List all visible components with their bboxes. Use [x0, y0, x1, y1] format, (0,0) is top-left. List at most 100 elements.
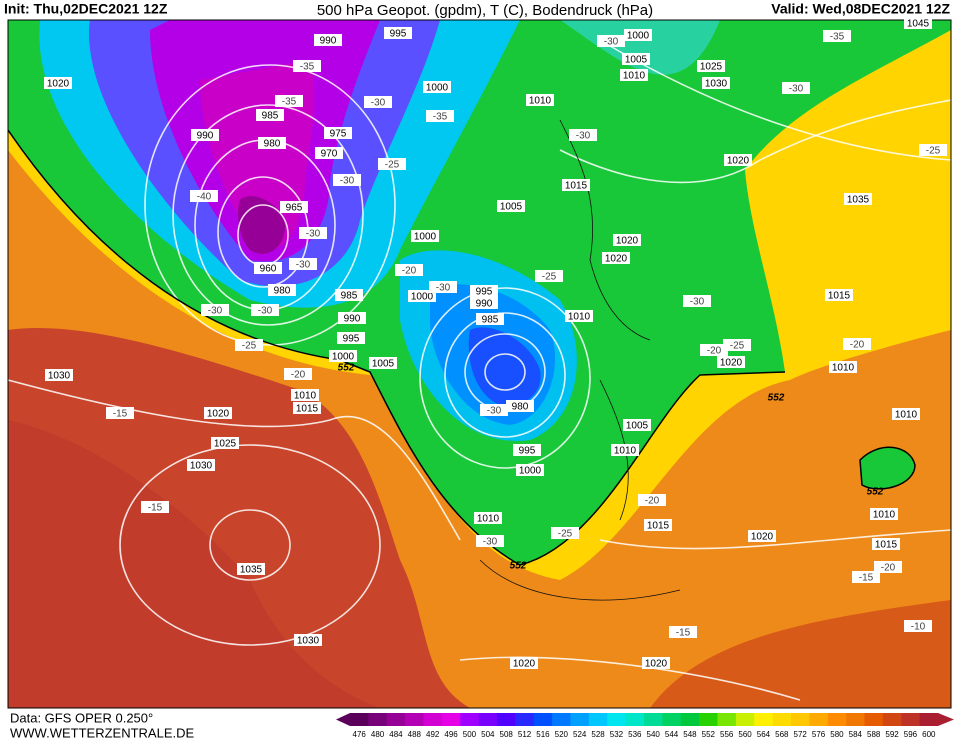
isobar-label-box	[293, 402, 321, 414]
colorbar-swatch	[699, 713, 718, 726]
temperature-label: -25	[558, 529, 573, 540]
isobar-label-box	[872, 538, 900, 550]
isobar-label: 1020	[751, 532, 774, 543]
colorbar-swatch	[791, 713, 810, 726]
isobar-label-box	[611, 444, 639, 456]
isobar-label-box	[624, 29, 652, 41]
temperature-label-box	[782, 82, 810, 94]
colorbar-swatch	[735, 713, 755, 726]
isobar-label: 1045	[907, 19, 930, 30]
isobar-label: 1005	[625, 55, 648, 66]
temperature-label-box	[904, 620, 932, 632]
isobar-label: 985	[482, 315, 499, 326]
isobar-label-box	[829, 361, 857, 373]
colorbar-tick-label: 556	[720, 730, 734, 739]
temperature-label-box	[683, 295, 711, 307]
isobar-label-box	[623, 419, 651, 431]
colorbar-tick-label: 552	[702, 730, 716, 739]
map-field	[8, 20, 951, 708]
isobar-label: 1015	[875, 540, 898, 551]
isobar-label-box	[642, 657, 670, 669]
isobar-label: 1010	[477, 514, 500, 525]
colorbar-tick-label: 568	[775, 730, 789, 739]
temperature-label-box	[190, 190, 218, 202]
isobar-label: 1010	[614, 446, 637, 457]
isobar-label-box	[256, 109, 284, 121]
isobar-label-box	[329, 350, 357, 362]
temperature-label: -20	[881, 563, 896, 574]
isobar-label-box	[717, 356, 745, 368]
isobar-label-box	[892, 408, 920, 420]
temperature-label-box	[289, 258, 317, 270]
isobar-label: 1000	[426, 83, 449, 94]
colorbar-tick-label: 520	[555, 730, 569, 739]
colorbar-tick-label: 488	[408, 730, 422, 739]
colorbar-swatch	[662, 713, 682, 726]
colorbar-tick-label: 548	[683, 730, 697, 739]
isobar-label: 1000	[411, 292, 434, 303]
temperature-label-box	[235, 339, 263, 351]
colorbar-tick-label: 532	[610, 730, 624, 739]
colorbar-swatch	[607, 713, 627, 726]
isobar-label-box	[254, 262, 282, 274]
temperature-label-box	[597, 35, 625, 47]
temperature-label: -40	[197, 192, 212, 203]
isobar-label: 1005	[500, 202, 523, 213]
isobar-label: 1000	[519, 466, 542, 477]
isobar-label: 980	[274, 286, 291, 297]
isobar-label-box	[697, 60, 725, 72]
colorbar-swatch	[441, 713, 461, 726]
colorbar-tick-label: 524	[573, 730, 587, 739]
isobar-label-box	[338, 312, 366, 324]
colorbar-swatch	[772, 713, 792, 726]
isobar-label-box	[187, 459, 215, 471]
colorbar-tick-label: 512	[518, 730, 532, 739]
temperature-label: -15	[148, 503, 163, 514]
colorbar-swatch	[405, 713, 424, 726]
temperature-label: -30	[690, 297, 705, 308]
isobar-label: 1000	[332, 352, 355, 363]
temperature-label-box	[874, 561, 902, 573]
temperature-label: -20	[850, 340, 865, 351]
colorbar-swatch	[901, 713, 921, 726]
isobar-label: 1015	[296, 404, 319, 415]
colorbar-tick-label: 496	[444, 730, 458, 739]
temperature-label: -30	[789, 84, 804, 95]
isobar-label: 1025	[700, 62, 723, 73]
isobar-label: 1000	[627, 31, 650, 42]
colorbar-swatch	[423, 713, 443, 726]
temperature-label-box	[395, 264, 423, 276]
isobar-label-box	[291, 389, 319, 401]
temperature-label: -15	[113, 409, 128, 420]
isobar-label: 970	[321, 149, 338, 160]
temperature-label-box	[823, 30, 851, 42]
colorbar-swatch	[919, 713, 939, 726]
temperature-label: -15	[859, 573, 874, 584]
colorbar-tick-label: 564	[757, 730, 771, 739]
map-title: 500 hPa Geopot. (gpdm), T (C), Bodendruc…	[317, 2, 653, 19]
temperature-label: -35	[282, 97, 297, 108]
colorbar-tick-label: 500	[463, 730, 477, 739]
isobar-label: 1010	[529, 96, 552, 107]
isobar-label-box	[510, 657, 538, 669]
temperature-label: -30	[487, 406, 502, 417]
isobar-label: 1015	[565, 181, 588, 192]
isobar-label: 995	[476, 287, 493, 298]
isobar-label: 1035	[847, 195, 870, 206]
isobar-label-box	[622, 53, 650, 65]
colorbar-tick-label: 540	[647, 730, 661, 739]
temperature-label-box	[333, 174, 361, 186]
colorbar: 476 480 484 488 492 496 500 504 508 512 516 520 524 5…	[336, 713, 954, 739]
colorbar-swatch	[864, 713, 884, 726]
temperature-label: -25	[730, 341, 745, 352]
isobar-label: 1030	[190, 461, 213, 472]
colorbar-swatch	[460, 713, 480, 726]
isobar-label-box	[280, 201, 308, 213]
colorbar-tick-label: 572	[794, 730, 808, 739]
isobar-label: 1020	[727, 156, 750, 167]
isobar-label: 975	[330, 129, 347, 140]
isobar-label: 985	[262, 111, 279, 122]
isobar-label: 990	[320, 36, 337, 47]
temperature-label: -20	[707, 346, 722, 357]
colorbar-swatch	[368, 713, 388, 726]
